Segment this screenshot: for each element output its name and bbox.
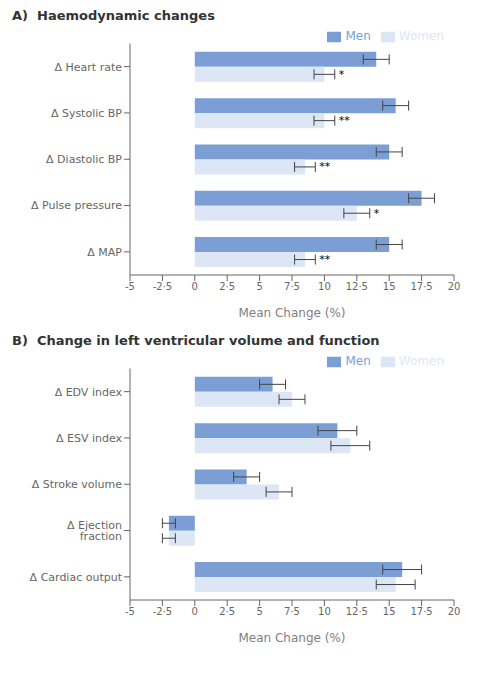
html-text:Women: Women [398,354,444,368]
svg-text:5: 5 [256,606,262,617]
svg-text:**: ** [319,160,331,173]
svg-text:Δ Cardiac output: Δ Cardiac output [30,571,123,584]
html-text:Men: Men [345,29,371,43]
svg-text:15: 15 [383,281,396,292]
svg-text:Δ Pulse pressure: Δ Pulse pressure [31,199,122,212]
svg-text:-2·5: -2·5 [153,281,173,292]
svg-text:**: ** [319,253,331,266]
svg-text:-5: -5 [125,281,135,292]
svg-text:Δ EDV index: Δ EDV index [55,386,123,399]
svg-text:7·5: 7·5 [284,281,300,292]
svg-text:12·5: 12·5 [346,606,368,617]
svg-text:15: 15 [383,606,396,617]
svg-text:Δ Ejectionfraction: Δ Ejectionfraction [67,519,122,543]
svg-text:2·5: 2·5 [219,606,235,617]
svg-text:20: 20 [448,281,461,292]
svg-text:5: 5 [256,281,262,292]
svg-text:*: * [374,207,380,220]
svg-text:*: * [339,68,345,81]
svg-text:-5: -5 [125,606,135,617]
html-text:Women: Women [398,29,444,43]
svg-text:Δ Stroke volume: Δ Stroke volume [32,478,123,491]
svg-text:7·5: 7·5 [284,606,300,617]
svg-text:0: 0 [192,606,198,617]
svg-text:Δ ESV index: Δ ESV index [56,432,123,445]
svg-text:10: 10 [318,281,331,292]
html-text:Men: Men [345,354,371,368]
svg-text:10: 10 [318,606,331,617]
svg-text:**: ** [339,114,351,127]
svg-text:17·5: 17·5 [410,281,432,292]
svg-text:Δ MAP: Δ MAP [87,246,122,259]
svg-text:17·5: 17·5 [410,606,432,617]
svg-text:Δ Heart rate: Δ Heart rate [55,61,123,74]
html-text:B) Change in left ventricular: B) Change in left ventricular volume and… [12,333,380,348]
svg-text:Mean Change (%): Mean Change (%) [238,306,345,320]
svg-text:Δ Diastolic BP: Δ Diastolic BP [46,153,122,166]
svg-text:20: 20 [448,606,461,617]
svg-text:-2·5: -2·5 [153,606,173,617]
html-text:A) Haemodynamic changes: A) Haemodynamic changes [12,8,215,23]
svg-text:12·5: 12·5 [346,281,368,292]
svg-text:Mean Change (%): Mean Change (%) [238,631,345,645]
svg-text:2·5: 2·5 [219,281,235,292]
svg-text:Δ Systolic BP: Δ Systolic BP [51,107,122,120]
svg-text:0: 0 [192,281,198,292]
